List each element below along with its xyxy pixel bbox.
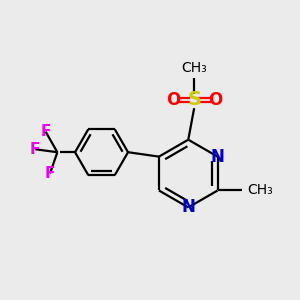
Text: S: S bbox=[187, 90, 201, 110]
Text: F: F bbox=[30, 142, 40, 157]
Text: CH₃: CH₃ bbox=[247, 184, 273, 197]
Text: F: F bbox=[45, 166, 55, 181]
Text: N: N bbox=[211, 148, 224, 166]
Text: O: O bbox=[208, 91, 223, 109]
Text: F: F bbox=[40, 124, 51, 139]
Text: N: N bbox=[181, 198, 195, 216]
Text: O: O bbox=[166, 91, 180, 109]
Text: CH₃: CH₃ bbox=[181, 61, 207, 75]
